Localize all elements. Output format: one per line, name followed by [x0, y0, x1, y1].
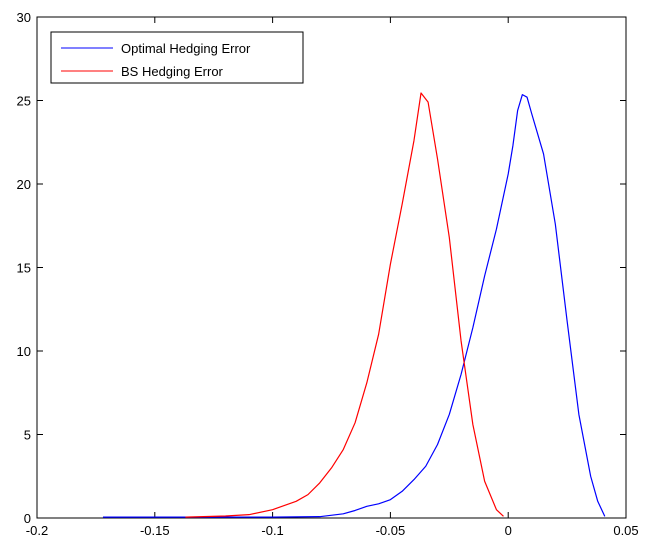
series-lines	[102, 92, 606, 518]
x-tick-label: -0.1	[261, 523, 283, 538]
legend-label-optimal: Optimal Hedging Error	[121, 41, 251, 56]
series-line-optimal-hedging-error	[102, 94, 606, 518]
legend-label-bs: BS Hedging Error	[121, 64, 224, 79]
ticks: -0.2 -0.15 -0.1 -0.05 0 0.05 0 5 10 15 20 25 30	[17, 10, 639, 538]
x-tick-label: -0.15	[140, 523, 170, 538]
y-tick-label: 10	[17, 344, 31, 359]
legend-box	[50, 31, 304, 84]
plot-area	[36, 16, 627, 519]
x-tick-label: -0.2	[26, 523, 48, 538]
x-tick-label: 0	[505, 523, 512, 538]
y-tick-label: 30	[17, 10, 31, 25]
y-tick-label: 25	[17, 94, 31, 109]
y-tick-label: 20	[17, 177, 31, 192]
x-tick-label: 0.05	[613, 523, 638, 538]
series-line-bs-hedging-error	[185, 92, 504, 518]
x-tick-label: -0.05	[376, 523, 406, 538]
y-tick-label: 5	[24, 428, 31, 443]
y-tick-label: 15	[17, 261, 31, 276]
y-tick-label: 0	[24, 511, 31, 526]
legend: Optimal Hedging Error BS Hedging Error	[50, 31, 304, 84]
